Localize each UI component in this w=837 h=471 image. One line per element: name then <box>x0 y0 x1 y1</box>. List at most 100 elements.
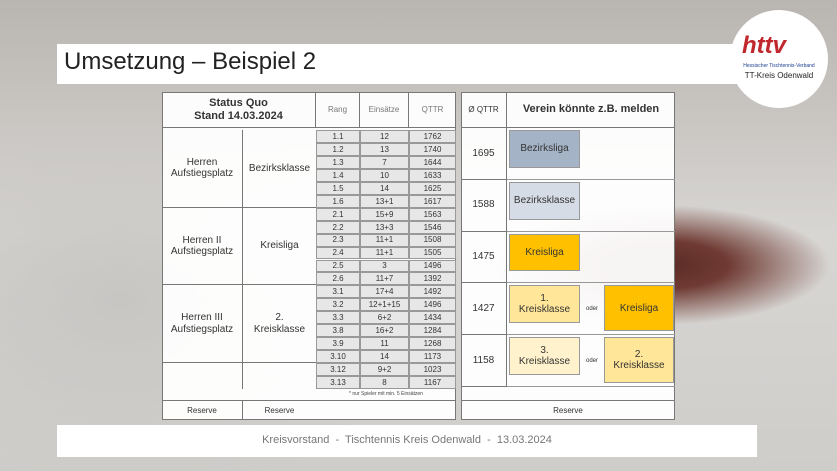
reserve: Reserve <box>461 400 675 420</box>
team-cell <box>162 363 243 389</box>
data-cell: 1.4 <box>316 168 360 182</box>
or-label: oder <box>585 305 598 312</box>
data-cell: 1546 <box>409 220 456 234</box>
team-cell: Herren II Aufstiegsplatz <box>162 207 243 286</box>
data-cell: 1.1 <box>316 130 360 143</box>
data-cell: 14 <box>360 181 409 195</box>
league-box: Kreisliga <box>604 285 674 332</box>
data-cell: 12+1+15 <box>360 298 409 312</box>
logo-line: Hessischer Tischtennis-Verband <box>743 63 815 69</box>
line: Bezirksklasse <box>248 162 311 174</box>
data-cell: 1508 <box>409 233 456 247</box>
data-cell: 1268 <box>409 337 456 351</box>
qttr-cell: 1588 <box>461 179 507 232</box>
data-cell: 3.9 <box>316 337 360 351</box>
league-cell: 2. Kreisklasse <box>243 285 316 364</box>
team-cell: Herren III Aufstiegsplatz <box>162 285 243 364</box>
data-cell: 10 <box>360 168 409 182</box>
data-cell: 6+2 <box>360 311 409 325</box>
line: Bezirksklasse <box>513 194 576 206</box>
data-cell: 1173 <box>409 350 456 364</box>
league-box: Kreisliga <box>509 233 580 272</box>
column-header: QTTR <box>409 92 456 128</box>
logo-line: TT-Kreis Odenwald <box>744 71 814 80</box>
line: Kreisklasse <box>518 304 571 316</box>
data-cell: 2.3 <box>316 233 360 247</box>
line: Aufstiegsplatz <box>170 168 234 180</box>
data-cell: 3.10 <box>316 350 360 364</box>
line: Kreisklasse <box>613 360 665 372</box>
data-cell: 15+9 <box>360 207 409 221</box>
column-header: Verein könnte z.B. melden <box>507 92 675 128</box>
footer-bar <box>57 425 757 457</box>
data-cell: 3.12 <box>316 363 360 377</box>
data-cell: 1492 <box>409 285 456 299</box>
data-cell: 1762 <box>409 130 456 143</box>
data-cell: 11+1 <box>360 233 409 247</box>
data-cell: 1.2 <box>316 142 360 156</box>
logo: httv Hessischer Tischtennis-Verband TT-K… <box>730 10 828 108</box>
data-cell: 1284 <box>409 324 456 338</box>
league-cell: Bezirksklasse <box>243 130 316 208</box>
data-cell: 1644 <box>409 155 456 169</box>
line: Bezirksliga <box>520 143 569 155</box>
league-box: Bezirksklasse <box>509 181 580 220</box>
title: Umsetzung – Beispiel 2 <box>64 48 317 75</box>
line: Herren II <box>182 234 222 246</box>
data-cell: 2.5 <box>316 259 360 273</box>
data-cell: 2.4 <box>316 246 360 260</box>
footer: Kreisvorstand - Tischtennis Kreis Odenwa… <box>262 434 552 446</box>
data-cell: 1496 <box>409 298 456 312</box>
data-cell: 11+7 <box>360 272 409 286</box>
data-cell: 1.6 <box>316 194 360 208</box>
data-cell: 13 <box>360 142 409 156</box>
row-line <box>507 282 675 284</box>
line: Kreisliga <box>619 302 659 314</box>
column-header: Rang <box>316 92 360 128</box>
team-cell: Herren Aufstiegsplatz <box>162 130 243 208</box>
line: Status Quo <box>209 96 268 109</box>
data-cell: 1434 <box>409 311 456 325</box>
data-cell: 1563 <box>409 207 456 221</box>
data-cell: 13+1 <box>360 194 409 208</box>
data-cell: 3 <box>360 259 409 273</box>
qttr-cell: 1158 <box>461 335 507 387</box>
data-cell: 9+2 <box>360 363 409 377</box>
line: 1. <box>540 292 549 304</box>
data-cell: 1167 <box>409 376 456 389</box>
data-cell: 13+3 <box>360 220 409 234</box>
data-cell: 1633 <box>409 168 456 182</box>
row-line <box>507 334 675 336</box>
line: Herren III <box>181 312 223 324</box>
data-cell: 12 <box>360 130 409 143</box>
reserve: Reserve <box>162 400 243 420</box>
line: Herren <box>186 156 218 168</box>
data-cell: 2.2 <box>316 220 360 234</box>
title-bar <box>57 44 757 84</box>
data-cell: 16+2 <box>360 324 409 338</box>
line: Aufstiegsplatz <box>170 246 234 258</box>
data-cell: 1.3 <box>316 155 360 169</box>
qttr-cell: 1475 <box>461 231 507 284</box>
line: Stand 14.03.2024 <box>194 109 283 122</box>
line: Kreisliga <box>525 246 564 258</box>
line: Aufstiegsplatz <box>170 323 234 335</box>
line: 3. <box>540 344 549 356</box>
data-cell: 17+4 <box>360 285 409 299</box>
data-cell: 2.6 <box>316 272 360 286</box>
data-cell: 1625 <box>409 181 456 195</box>
data-cell: 3.2 <box>316 298 360 312</box>
data-cell: 11 <box>360 337 409 351</box>
footnote: * nur Spieler mit min. 5 Einsätzen <box>349 391 423 398</box>
reserve-blank <box>316 400 456 420</box>
data-cell: 2.1 <box>316 207 360 221</box>
reserve: Reserve <box>243 400 316 420</box>
column-header: Ø QTTR <box>461 92 507 128</box>
data-cell: 1617 <box>409 194 456 208</box>
league-box: Bezirksliga <box>509 130 580 168</box>
data-cell: 1.5 <box>316 181 360 195</box>
league-box: 2. Kreisklasse <box>604 337 674 383</box>
data-cell: 3.1 <box>316 285 360 299</box>
row-line <box>507 178 675 180</box>
